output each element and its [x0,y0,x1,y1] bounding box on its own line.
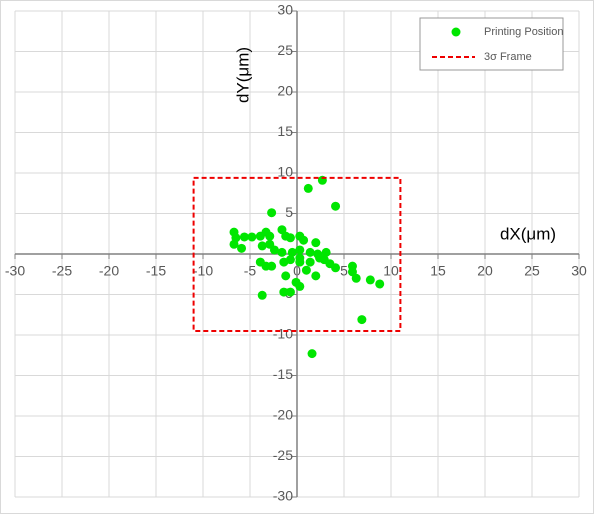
legend-marker [451,27,461,37]
legend: Printing Position 3σ Frame [419,17,564,71]
data-point [305,247,315,257]
y-tick-label: -15 [273,366,293,382]
data-point [301,265,311,275]
data-point [365,275,375,285]
data-point [279,257,289,267]
x-tick-label: -10 [193,263,213,279]
data-point [285,233,295,243]
data-point [239,232,249,242]
data-point [305,257,315,267]
y-tick-label: 10 [277,164,293,180]
data-point [267,208,277,218]
x-tick-label: 30 [571,263,587,279]
data-point [287,247,297,257]
data-point [375,279,385,289]
x-tick-label: 15 [430,263,446,279]
marks [192,175,402,359]
data-point [229,239,239,249]
y-tick-label: 25 [277,42,293,58]
x-tick-label: -20 [99,263,119,279]
y-tick-label: -20 [273,407,293,423]
data-point [237,243,247,253]
data-point [295,253,305,263]
x-tick-label: -25 [52,263,72,279]
data-point [269,245,279,255]
data-point [331,263,341,273]
y-tick-label: 30 [277,2,293,18]
data-point [311,238,321,248]
y-tick-label: 20 [277,83,293,99]
data-point [295,281,305,291]
x-tick-label: 20 [477,263,493,279]
data-point [265,231,275,241]
legend-box [419,17,564,71]
x-tick-label: 25 [524,263,540,279]
x-tick-label: 10 [383,263,399,279]
data-point [257,241,267,251]
data-point [303,183,313,193]
y-tick-label: -10 [273,326,293,342]
x-tick-label: -15 [146,263,166,279]
data-point [315,253,325,263]
data-point [321,247,331,257]
data-point [281,271,291,281]
y-tick-label: -25 [273,447,293,463]
x-tick-label: 5 [340,263,348,279]
data-point [299,235,309,245]
data-point [311,271,321,281]
y-tick-label: 5 [285,204,293,220]
frame-line [192,176,402,332]
data-point [279,287,289,297]
axes: -30-25-20-15-10-5051015202530-30-25-20-1… [5,2,587,504]
y-tick-label: -30 [273,488,293,504]
x-tick-label: -5 [244,263,257,279]
data-point [277,247,287,257]
data-point [247,232,257,242]
data-point [267,261,277,271]
data-point [351,273,361,283]
x-axis-title: dX(μm) [500,224,556,243]
data-point [295,245,305,255]
y-tick-label: 15 [277,123,293,139]
data-point [331,201,341,211]
data-point [307,349,317,359]
data-point [285,287,295,297]
data-point [357,315,367,325]
y-axis-title: dY(μm) [233,47,252,103]
legend-label: Printing Position [484,26,564,38]
data-point [257,290,267,300]
legend-label: 3σ Frame [484,51,532,63]
x-tick-label: -30 [5,263,25,279]
